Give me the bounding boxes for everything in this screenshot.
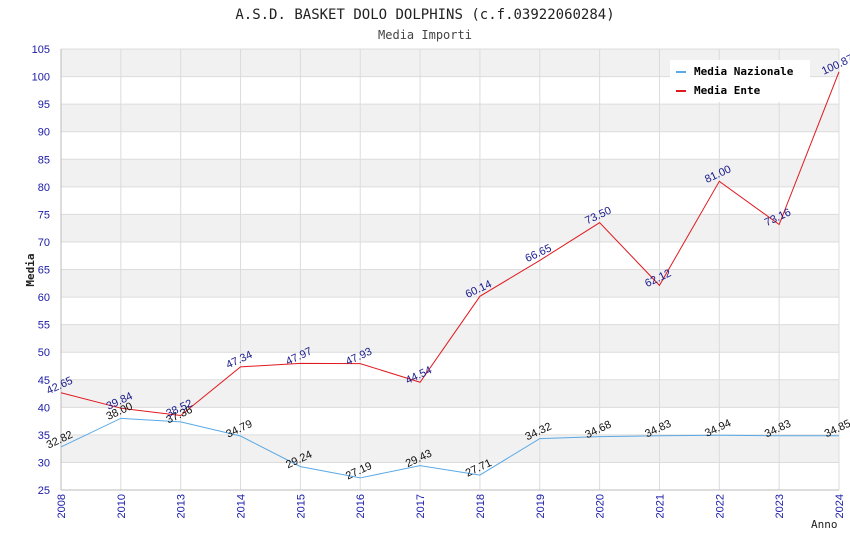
y-tick-label: 45 <box>38 375 50 387</box>
x-tick-label: 2023 <box>774 494 786 518</box>
y-tick-label: 25 <box>38 485 50 497</box>
x-axis-label: Anno <box>811 518 838 531</box>
grid-band <box>61 324 839 353</box>
grid-band <box>61 159 839 187</box>
y-tick-label: 30 <box>38 457 50 469</box>
y-tick-label: 100 <box>32 72 50 84</box>
grid-band <box>61 434 839 463</box>
grid-band <box>61 379 839 408</box>
y-tick-label: 65 <box>38 265 50 277</box>
y-tick-labels: 25 30 35 40 45 50 55 60 65 70 75 80 85 90 95 100 105 <box>32 44 50 497</box>
y-tick-label: 40 <box>38 402 50 414</box>
x-tick-label: 2021 <box>654 494 666 518</box>
x-tick-label: 2015 <box>295 494 307 518</box>
grid-bands <box>61 49 839 463</box>
x-tick-label: 2018 <box>475 494 487 518</box>
series-line-media-ente <box>60 71 840 416</box>
data-label-nazionale: 27.19 <box>344 460 374 483</box>
y-tick-label: 75 <box>38 209 50 221</box>
x-tick-label: 2014 <box>236 494 248 518</box>
y-tick-label: 80 <box>38 182 50 194</box>
x-tick-labels: 2008 2010 2013 2014 2015 2016 2017 2018 2019 2020… <box>56 494 846 518</box>
y-tick-label: 50 <box>38 347 50 359</box>
grid-band <box>61 269 839 298</box>
y-tick-label: 95 <box>38 99 50 111</box>
y-tick-label: 105 <box>32 44 50 56</box>
x-tick-label: 2010 <box>116 494 128 518</box>
legend: Media Nazionale Media Ente <box>670 60 810 102</box>
chart-subtitle: Media Importi <box>378 28 472 42</box>
grid-lines <box>60 48 840 491</box>
grid-band <box>61 104 839 132</box>
x-tick-label: 2008 <box>56 494 68 518</box>
chart-title: A.S.D. BASKET DOLO DOLPHINS (c.f.0392206… <box>235 7 614 23</box>
series-lines <box>60 71 840 479</box>
y-tick-label: 60 <box>38 292 50 304</box>
y-axis-label: Media <box>24 253 37 286</box>
x-tick-label: 2013 <box>176 494 188 518</box>
y-tick-label: 35 <box>38 430 50 442</box>
y-tick-label: 90 <box>38 127 50 139</box>
y-tick-label: 85 <box>38 154 50 166</box>
legend-label-nazionale: Media Nazionale <box>694 65 794 78</box>
y-tick-label: 55 <box>38 320 50 332</box>
legend-label-ente: Media Ente <box>694 84 761 97</box>
x-tick-label: 2016 <box>355 494 367 518</box>
x-tick-label: 2024 <box>834 494 846 518</box>
series-line-media-nazionale <box>60 417 840 479</box>
grid-band <box>61 214 839 242</box>
x-tick-label: 2020 <box>595 494 607 518</box>
x-tick-label: 2019 <box>535 494 547 518</box>
legend-box <box>670 60 810 102</box>
x-tick-label: 2017 <box>415 494 427 518</box>
y-tick-label: 70 <box>38 237 50 249</box>
x-tick-label: 2022 <box>714 494 726 518</box>
